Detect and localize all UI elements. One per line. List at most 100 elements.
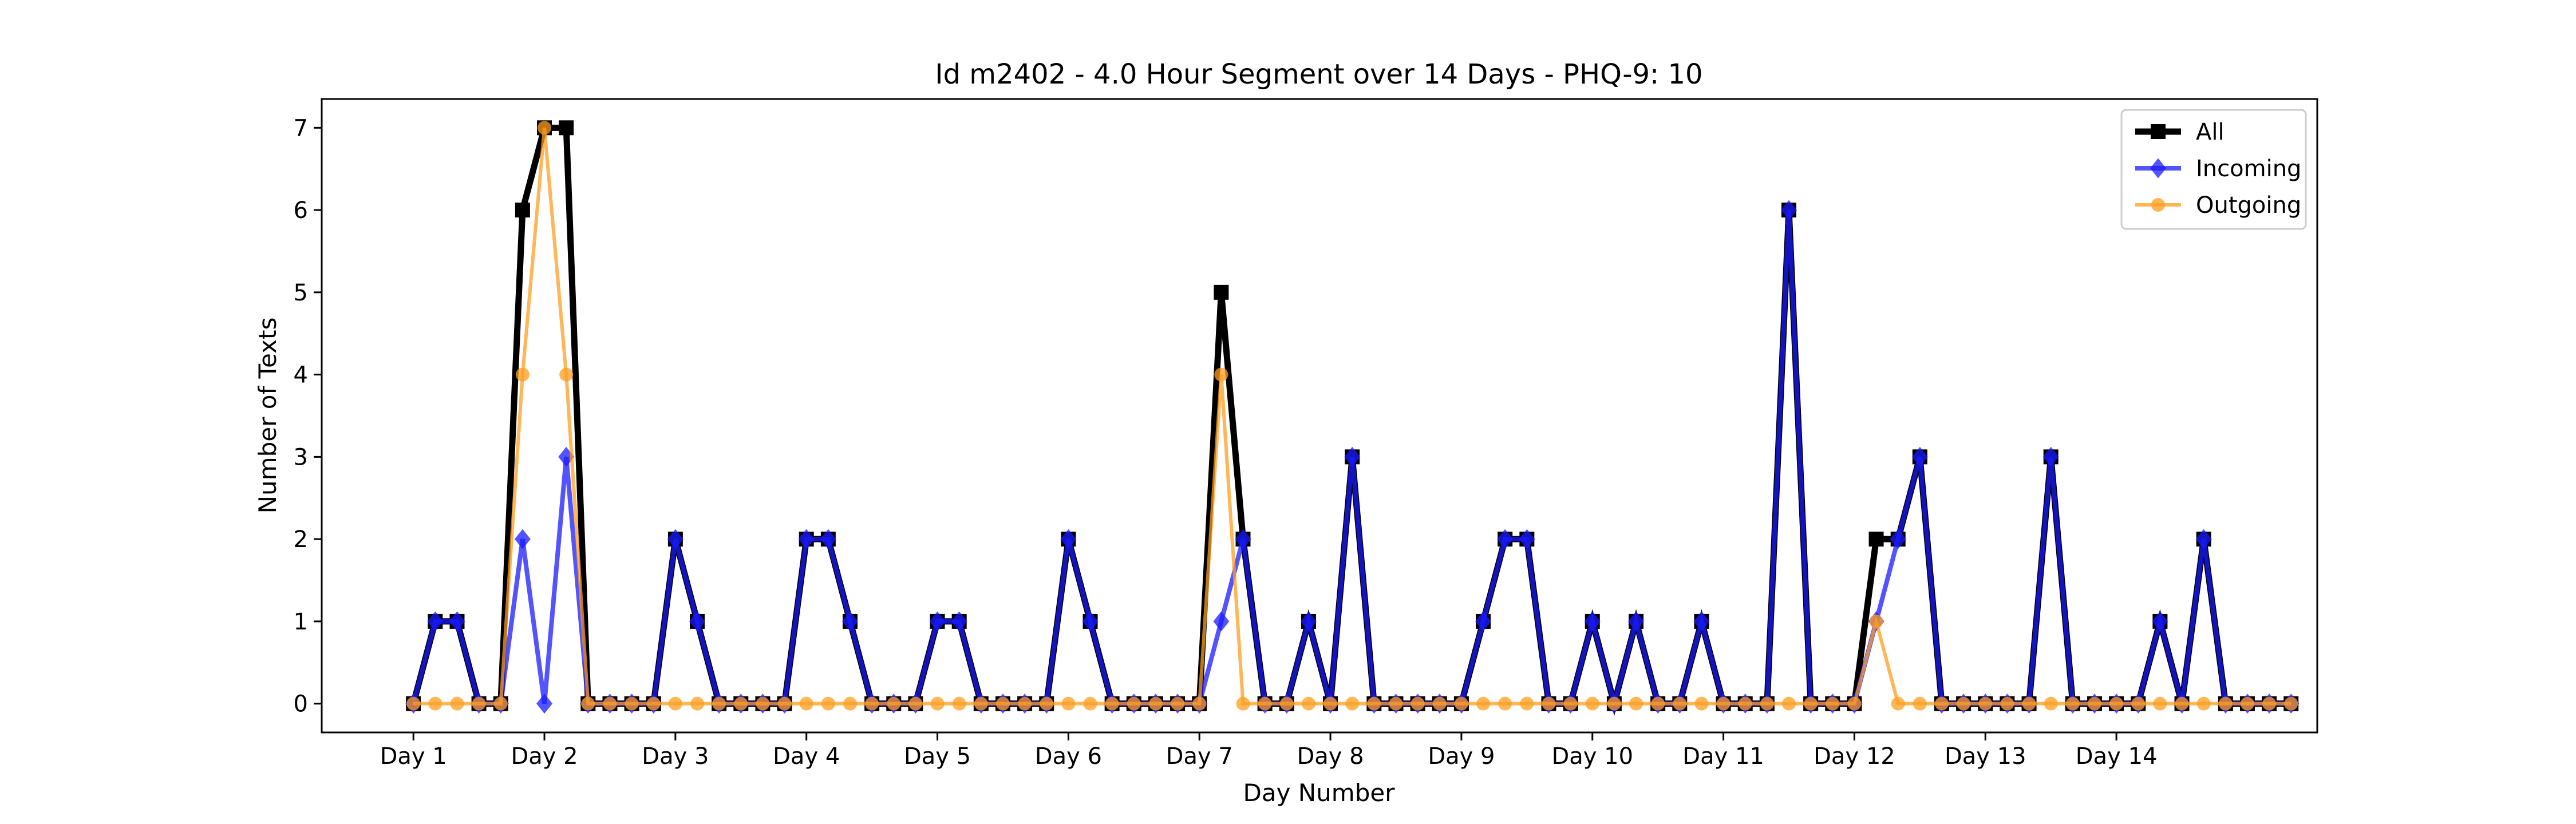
point-all (1214, 284, 1229, 300)
point-outgoing (1913, 696, 1927, 711)
point-outgoing (995, 696, 1010, 711)
y-tick-label: 6 (294, 197, 308, 224)
point-outgoing (515, 367, 530, 382)
point-incoming (1344, 446, 1361, 467)
point-outgoing (1279, 696, 1294, 711)
point-outgoing (1301, 696, 1315, 711)
point-incoming (1213, 611, 1230, 632)
point-outgoing (1148, 696, 1163, 711)
point-outgoing (450, 696, 464, 711)
point-incoming (929, 611, 946, 632)
point-outgoing (1978, 696, 1993, 711)
x-tick-label: Day 13 (1945, 743, 2026, 770)
point-outgoing (690, 696, 705, 711)
point-outgoing (777, 696, 792, 711)
x-tick-label: Day 11 (1682, 743, 1764, 770)
series-layer (405, 120, 2300, 716)
point-outgoing (472, 696, 486, 711)
point-outgoing (493, 696, 508, 711)
x-tick-label: Day 4 (773, 743, 840, 770)
point-outgoing (1258, 696, 1272, 711)
point-incoming (1060, 529, 1077, 549)
point-outgoing (2131, 696, 2146, 711)
legend-marker-outgoing (2151, 198, 2165, 212)
x-tick-label: Day 14 (2076, 743, 2158, 770)
y-tick-label: 3 (294, 444, 308, 470)
x-tick-label: Day 8 (1297, 743, 1364, 770)
point-outgoing (603, 696, 617, 711)
point-outgoing (799, 696, 813, 711)
legend: All Incoming Outgoing (2120, 109, 2307, 230)
point-outgoing (1869, 614, 1883, 628)
point-outgoing (1018, 696, 1032, 711)
point-outgoing (1476, 696, 1491, 711)
point-outgoing (1454, 696, 1468, 711)
point-incoming (798, 529, 815, 549)
x-axis-label: Day Number (1243, 779, 1395, 807)
point-outgoing (1040, 696, 1054, 711)
point-incoming (841, 611, 858, 632)
point-incoming (2152, 611, 2168, 632)
point-incoming (1300, 611, 1317, 632)
point-incoming (449, 611, 465, 632)
point-outgoing (1345, 696, 1360, 711)
point-incoming (514, 529, 531, 549)
point-outgoing (406, 696, 421, 711)
y-tick-label: 1 (294, 609, 308, 635)
point-outgoing (1192, 696, 1207, 711)
point-outgoing (1673, 696, 1687, 711)
point-outgoing (843, 696, 857, 711)
point-outgoing (865, 696, 879, 711)
point-incoming (1781, 200, 1797, 220)
point-outgoing (908, 696, 923, 711)
point-outgoing (1760, 696, 1774, 711)
point-outgoing (2262, 696, 2277, 711)
point-outgoing (668, 696, 682, 711)
x-tick-label: Day 5 (904, 743, 971, 770)
point-outgoing (2065, 696, 2080, 711)
point-outgoing (887, 696, 901, 711)
series-all (406, 120, 2299, 716)
point-outgoing (1847, 696, 1862, 711)
y-axis-label: Number of Texts (254, 318, 282, 514)
point-outgoing (2087, 696, 2101, 711)
point-outgoing (1716, 696, 1730, 711)
point-outgoing (1520, 696, 1534, 711)
plot-area (321, 98, 2318, 734)
point-incoming (427, 611, 444, 632)
point-outgoing (2000, 696, 2014, 711)
point-outgoing (821, 696, 835, 711)
point-outgoing (1804, 696, 1818, 711)
y-tick-label: 5 (294, 280, 308, 306)
x-tick-label: Day 1 (380, 743, 447, 770)
point-outgoing (1585, 696, 1599, 711)
legend-label-outgoing: Outgoing (2196, 192, 2301, 219)
legend-box (2120, 109, 2307, 230)
point-outgoing (712, 696, 726, 711)
point-outgoing (2284, 696, 2298, 711)
point-outgoing (428, 696, 442, 711)
point-outgoing (1782, 696, 1796, 711)
x-tick-label: Day 7 (1166, 743, 1233, 770)
point-outgoing (2022, 696, 2036, 711)
point-all (1868, 532, 1884, 547)
series-incoming (405, 200, 2300, 714)
y-tick-label: 2 (294, 526, 308, 553)
point-incoming (1628, 611, 1645, 632)
x-tick-label: Day 3 (642, 743, 709, 770)
point-outgoing (2218, 696, 2233, 711)
point-outgoing (1629, 696, 1643, 711)
point-outgoing (538, 121, 552, 135)
point-outgoing (756, 696, 770, 711)
point-outgoing (2044, 696, 2058, 711)
point-outgoing (1127, 696, 1141, 711)
legend-label-incoming: Incoming (2196, 156, 2301, 182)
point-outgoing (1934, 696, 1949, 711)
point-incoming (667, 529, 683, 549)
point-incoming (1693, 611, 1710, 632)
point-outgoing (2196, 696, 2211, 711)
point-incoming (1911, 446, 1928, 467)
point-outgoing (1563, 696, 1578, 711)
series-outgoing (406, 121, 2298, 711)
